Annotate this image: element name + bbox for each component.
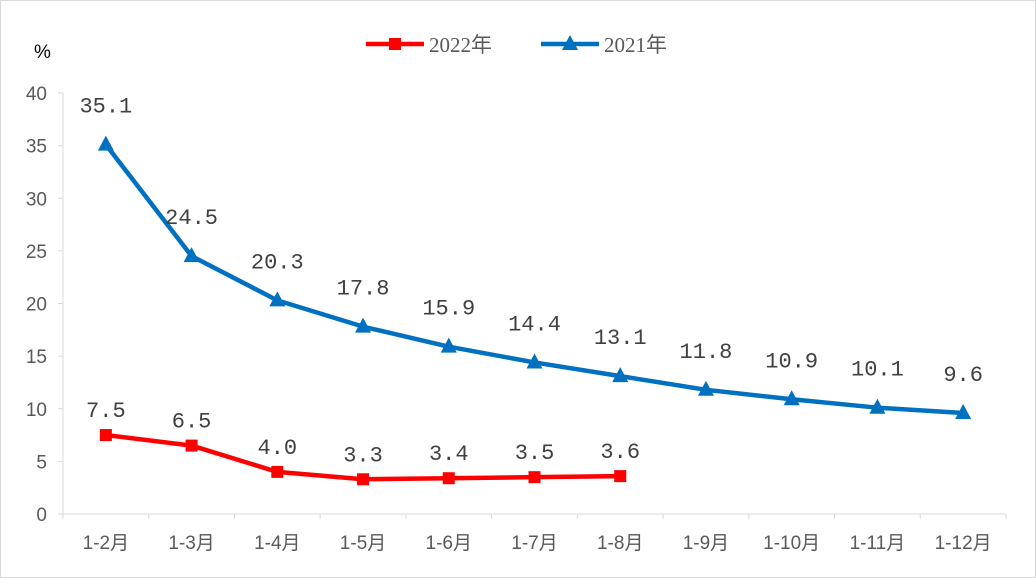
y-tick-label: 20 (26, 295, 47, 316)
y-tick-label: 0 (36, 505, 47, 526)
data-label: 4.0 (258, 436, 298, 461)
data-point-triangle (697, 380, 714, 396)
data-label: 10.1 (851, 358, 904, 383)
data-point-triangle (562, 35, 578, 50)
y-tick-label: 25 (26, 242, 47, 263)
x-tick-label: 1-8月 (597, 533, 643, 554)
data-point-triangle (355, 317, 372, 333)
x-tick-label: 1-5月 (340, 533, 386, 554)
data-label: 6.5 (172, 410, 212, 435)
series-layer: 35.1 24.5 20.3 17.8 15.9 14.4 13.1 11.8 10.9 10.1… (79, 95, 983, 486)
data-point-square (271, 465, 284, 478)
data-label: 3.4 (429, 442, 469, 467)
legend-label: 2022年 (429, 33, 492, 57)
x-tick-label: 1-7月 (511, 533, 557, 554)
x-tick-label: 1-11月 (850, 533, 906, 554)
data-point-triangle (955, 403, 972, 419)
axes: 0 5 10 15 20 25 30 35 40 1-2月 1-3月 1-4月 1-5月 1-6月 1-7月… (26, 84, 1007, 554)
y-tick-label: 40 (26, 84, 47, 105)
y-tick-label: 5 (36, 452, 47, 473)
data-point-triangle (869, 398, 886, 414)
x-tick-label: 1-10月 (763, 533, 820, 554)
data-point-triangle (612, 367, 629, 383)
x-tick-label: 1-6月 (426, 533, 472, 554)
data-point-square (357, 473, 370, 486)
data-point-triangle (183, 247, 200, 263)
data-point-square (528, 471, 541, 484)
x-tick-label: 1-4月 (254, 533, 300, 554)
data-point-triangle (97, 135, 114, 151)
data-label: 17.8 (337, 277, 390, 302)
data-point-square (442, 472, 455, 485)
data-label: 3.6 (600, 440, 640, 465)
y-tick-label: 30 (26, 189, 47, 210)
x-tick-label: 1-12月 (935, 533, 992, 554)
data-point-square (185, 439, 198, 452)
data-label: 14.4 (508, 312, 561, 337)
data-label: 10.9 (765, 349, 818, 374)
data-label: 9.6 (943, 363, 983, 388)
series-2022年: 7.5 6.5 4.0 3.3 3.4 3.5 3.6 (86, 399, 640, 486)
data-point-triangle (526, 353, 543, 369)
data-point-triangle (269, 291, 286, 307)
x-tick-label: 1-3月 (168, 533, 214, 554)
data-label: 24.5 (165, 206, 218, 231)
data-point-triangle (440, 337, 457, 353)
legend-label: 2021年 (604, 33, 667, 57)
data-label: 20.3 (251, 250, 304, 275)
y-tick-label: 35 (26, 137, 47, 158)
series-line (104, 143, 964, 416)
data-point-triangle (783, 390, 800, 406)
x-tick-label: 1-9月 (683, 533, 729, 554)
legend: 2022年 2021年 (366, 33, 667, 57)
data-label: 11.8 (680, 340, 733, 365)
legend-item-2021年: 2021年 (541, 33, 667, 57)
data-label: 15.9 (422, 297, 475, 322)
data-point-square (99, 429, 112, 442)
data-point-square (614, 470, 627, 483)
data-point-square (389, 38, 401, 50)
data-label: 35.1 (79, 95, 132, 120)
y-tick-label: 15 (26, 347, 47, 368)
data-label: 7.5 (86, 399, 126, 424)
data-label: 13.1 (594, 326, 647, 351)
data-label: 3.3 (343, 443, 383, 468)
series-2021年: 35.1 24.5 20.3 17.8 15.9 14.4 13.1 11.8 10.9 10.1… (79, 95, 983, 419)
y-tick-label: 10 (26, 400, 47, 421)
x-tick-label: 1-2月 (83, 533, 129, 554)
data-label: 3.5 (515, 441, 555, 466)
legend-item-2022年: 2022年 (366, 33, 492, 57)
y-axis-unit-label: % (34, 42, 51, 63)
